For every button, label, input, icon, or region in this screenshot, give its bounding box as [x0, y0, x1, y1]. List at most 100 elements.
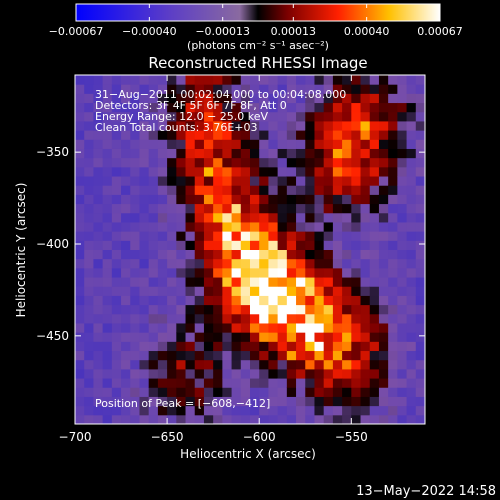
heatmap-cell — [351, 350, 362, 361]
heatmap-cell — [277, 120, 288, 131]
heatmap-cell — [296, 277, 306, 287]
heatmap-cell — [75, 304, 85, 315]
heatmap-cell — [84, 212, 94, 223]
heatmap-cell — [314, 332, 325, 342]
heatmap-cell — [84, 405, 94, 416]
heatmap-cell — [415, 359, 425, 370]
x-tick-label: −600 — [243, 430, 276, 444]
heatmap-cell — [130, 185, 140, 195]
heatmap-cell — [323, 120, 334, 131]
heatmap-cell — [268, 414, 279, 424]
heatmap-cell — [84, 341, 94, 352]
heatmap-cell — [277, 322, 288, 333]
heatmap-cell — [148, 249, 159, 260]
heatmap-cell — [176, 203, 187, 214]
heatmap-cell — [388, 231, 398, 241]
heatmap-cell — [213, 139, 223, 149]
heatmap-cell — [397, 102, 408, 113]
heatmap-cell — [157, 185, 168, 195]
heatmap-cell — [139, 130, 150, 140]
heatmap-cell — [369, 93, 380, 104]
heatmap-cell — [102, 212, 113, 223]
heatmap-cell — [268, 93, 279, 104]
heatmap-cell — [102, 378, 113, 388]
heatmap-cell — [176, 231, 187, 241]
heatmap-cell — [111, 258, 122, 269]
heatmap-cell — [84, 166, 94, 177]
heatmap-cell — [102, 258, 113, 269]
heatmap-cell — [388, 102, 398, 113]
heatmap-cell — [240, 332, 251, 342]
heatmap-cell — [323, 75, 334, 85]
heatmap-cell — [139, 295, 150, 306]
heatmap-cell — [213, 148, 223, 159]
heatmap-cell — [259, 258, 269, 269]
heatmap-cell — [185, 176, 196, 186]
heatmap-cell — [250, 332, 260, 342]
heatmap-cell — [305, 231, 315, 241]
heatmap-cell — [194, 368, 205, 379]
heatmap-cell — [157, 249, 168, 260]
heatmap-cell — [332, 130, 343, 140]
heatmap-cell — [286, 387, 297, 397]
heatmap-cell — [259, 203, 269, 214]
heatmap-cell — [415, 212, 425, 223]
heatmap-cell — [415, 350, 425, 361]
heatmap-cell — [231, 185, 242, 195]
colorbar-unit-label: (photons cm⁻² s⁻¹ asec⁻²) — [187, 39, 329, 52]
heatmap-cell — [360, 405, 371, 416]
heatmap-cell — [388, 359, 398, 370]
heatmap-cell — [84, 313, 94, 324]
heatmap-cell — [342, 414, 352, 424]
heatmap-cell — [314, 295, 325, 306]
heatmap-cell — [250, 212, 260, 223]
heatmap-cell — [222, 130, 233, 140]
heatmap-cell — [397, 267, 408, 278]
heatmap-cell — [139, 350, 150, 361]
heatmap-cell — [415, 231, 425, 241]
heatmap-cell — [314, 120, 325, 131]
heatmap-cell — [194, 203, 205, 214]
heatmap-cell — [222, 240, 233, 250]
heatmap-cell — [342, 267, 352, 278]
heatmap-cell — [75, 313, 85, 324]
heatmap-cell — [397, 341, 408, 352]
heatmap-cell — [277, 295, 288, 306]
heatmap-cell — [277, 240, 288, 250]
heatmap-cell — [176, 286, 187, 296]
y-axis-ticks: −450 −400 −350 — [36, 145, 425, 343]
heatmap-cell — [286, 120, 297, 131]
heatmap-cell — [167, 267, 177, 278]
x-axis-label: Heliocentric X (arcsec) — [180, 447, 316, 461]
heatmap-cell — [314, 212, 325, 223]
heatmap-cell — [378, 378, 389, 388]
heatmap-cell — [296, 249, 306, 260]
heatmap-cell — [157, 295, 168, 306]
heatmap-cell — [277, 166, 288, 177]
heatmap-cell — [388, 322, 398, 333]
heatmap-cell — [121, 148, 131, 159]
heatmap-cell — [332, 194, 343, 205]
heatmap-cell — [148, 221, 159, 232]
heatmap-cell — [102, 176, 113, 186]
heatmap-cell — [194, 194, 205, 205]
heatmap-cell — [296, 166, 306, 177]
heatmap-cell — [388, 130, 398, 140]
heatmap-cell — [240, 185, 251, 195]
heatmap-cell — [139, 221, 150, 232]
heatmap-cell — [406, 368, 417, 379]
heatmap-cell — [203, 212, 214, 223]
heatmap-cell — [415, 84, 425, 94]
heatmap-cell — [121, 295, 131, 306]
heatmap-cell — [84, 139, 94, 149]
heatmap-cell — [231, 221, 242, 232]
heatmap-cell — [388, 387, 398, 397]
heatmap-cell — [369, 102, 380, 113]
heatmap-cell — [277, 378, 288, 388]
heatmap-cell — [323, 267, 334, 278]
heatmap-cell — [305, 249, 315, 260]
heatmap-cell — [406, 286, 417, 296]
heatmap-cell — [296, 157, 306, 168]
heatmap-cell — [259, 166, 269, 177]
heatmap-cell — [231, 313, 242, 324]
